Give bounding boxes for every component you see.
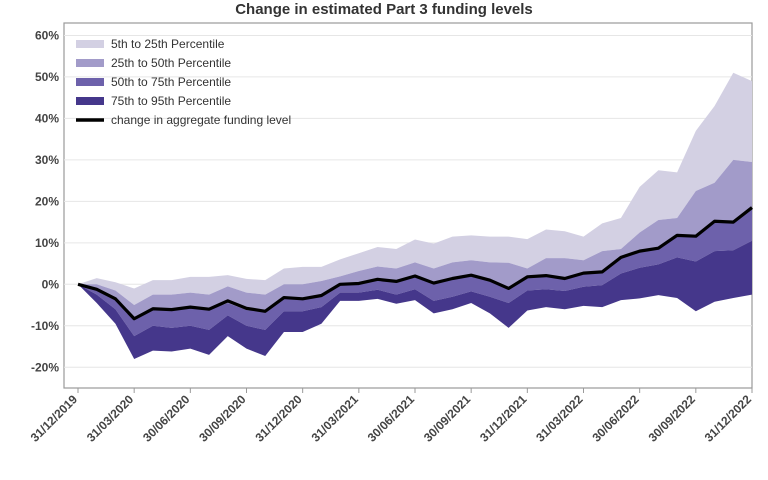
- band-25th-50th: [78, 159, 752, 320]
- x-tick-label: 30/06/2021: [365, 392, 418, 445]
- y-axis-ticks: -20% -10% 0% 10% 20% 30% 40% 50% 60%: [31, 28, 59, 374]
- chart-title: Change in estimated Part 3 funding level…: [235, 1, 533, 18]
- y-tick-label: 20%: [35, 194, 59, 208]
- y-tick-label: 60%: [35, 28, 59, 42]
- band-75th-95th: [78, 240, 752, 359]
- x-tick-label: 30/09/2020: [196, 392, 249, 445]
- legend-swatch: [76, 78, 104, 86]
- x-tick-label: 31/03/2020: [84, 392, 137, 445]
- legend-swatch: [76, 59, 104, 67]
- y-tick-label: -10%: [31, 319, 59, 333]
- legend-swatch: [76, 40, 104, 48]
- x-tick-label: 31/12/2022: [702, 392, 755, 445]
- legend: 5th to 25th Percentile 25th to 50th Perce…: [76, 37, 291, 127]
- y-tick-label: -20%: [31, 360, 59, 374]
- band-50th-75th: [78, 207, 752, 337]
- x-tick-label: 31/03/2022: [533, 392, 586, 445]
- y-tick-label: 30%: [35, 153, 59, 167]
- x-tick-label: 30/09/2021: [421, 392, 474, 445]
- x-tick-label: 30/09/2022: [646, 392, 699, 445]
- x-axis-ticks: 31/12/2019 31/03/2020 30/06/2020 30/09/2020…: [28, 388, 755, 445]
- legend-label: 50th to 75th Percentile: [111, 75, 231, 89]
- legend-label: 75th to 95th Percentile: [111, 94, 231, 108]
- band-5th-25th: [78, 72, 752, 306]
- x-tick-label: 31/03/2021: [309, 392, 362, 445]
- aggregate-line-group: [77, 206, 753, 321]
- x-tick-label: 31/12/2020: [252, 392, 305, 445]
- legend-swatch: [76, 97, 104, 105]
- x-tick-label: 30/06/2020: [140, 392, 193, 445]
- legend-label: 25th to 50th Percentile: [111, 56, 231, 70]
- y-tick-label: 50%: [35, 70, 59, 84]
- y-tick-label: 40%: [35, 111, 59, 125]
- legend-label: 5th to 25th Percentile: [111, 37, 225, 51]
- y-tick-label: 0%: [42, 277, 60, 291]
- x-tick-label: 31/12/2021: [477, 392, 530, 445]
- x-tick-label: 30/06/2022: [589, 392, 642, 445]
- y-tick-label: 10%: [35, 236, 59, 250]
- legend-label: change in aggregate funding level: [111, 113, 291, 127]
- aggregate-line: [77, 206, 753, 321]
- percentile-bands: [78, 72, 752, 359]
- x-tick-label: 31/12/2019: [28, 392, 81, 445]
